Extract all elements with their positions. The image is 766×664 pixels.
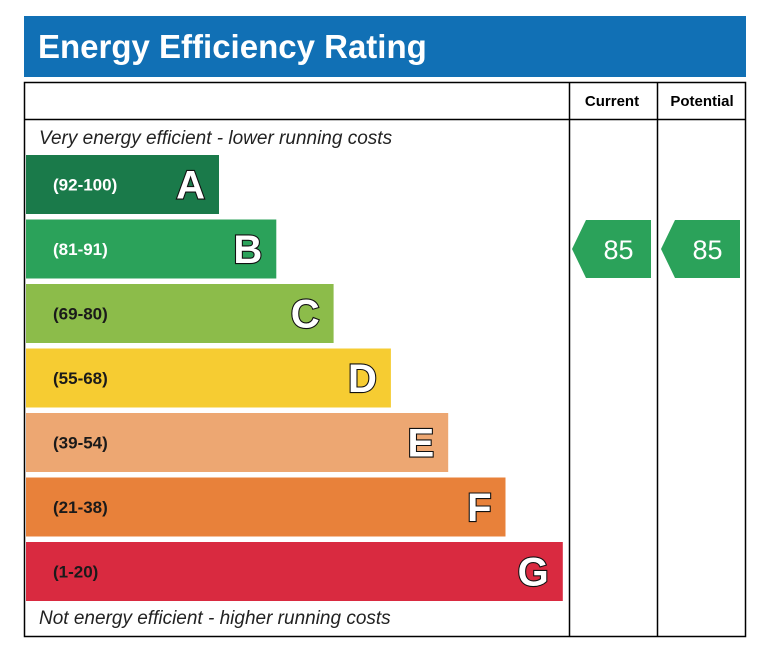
band-d: (55-68) D (26, 348, 391, 408)
band-g-range: (1-20) (53, 563, 98, 582)
chart-title: Energy Efficiency Rating (38, 28, 427, 65)
band-b-range: (81-91) (53, 240, 108, 259)
band-a: (92-100) A (26, 155, 219, 214)
band-e-range: (39-54) (53, 434, 108, 453)
band-e-letter: E (408, 422, 435, 466)
band-f: (21-38) F (26, 477, 506, 537)
current-rating-marker-value: 85 (603, 235, 633, 265)
band-f-range: (21-38) (53, 498, 108, 517)
band-a-letter: A (176, 164, 205, 208)
band-b-bar (26, 219, 277, 279)
potential-rating-marker-arrow (661, 220, 740, 278)
rating-markers: 85 85 (572, 220, 740, 278)
frame-border (23, 81, 747, 638)
title-banner (24, 16, 746, 77)
band-c-letter: C (291, 293, 320, 337)
band-d-letter: D (348, 357, 377, 401)
band-b: (81-91) B (26, 219, 277, 279)
top-note: Very energy efficient - lower running co… (39, 128, 393, 149)
band-e: (39-54) E (26, 413, 449, 472)
band-c-bar (26, 284, 334, 343)
band-f-letter: F (467, 486, 491, 530)
band-g-bar (26, 542, 563, 601)
band-c-range: (69-80) (53, 305, 108, 324)
potential-rating-marker-value: 85 (692, 235, 722, 265)
bottom-note: Not energy efficient - higher running co… (39, 608, 391, 629)
rating-bands: (92-100) A (81-91) B (69-80) C (55-68) D (39-54)… (26, 155, 563, 601)
chart-frame (23, 81, 747, 638)
band-b-letter: B (233, 228, 262, 272)
band-c: (69-80) C (26, 284, 334, 343)
band-f-bar (26, 477, 506, 537)
band-e-bar (26, 413, 449, 472)
band-g-letter: G (518, 551, 549, 595)
band-a-range: (92-100) (53, 176, 117, 195)
band-a-bar (26, 155, 219, 214)
current-column-header: Current (585, 93, 639, 110)
potential-column-header: Potential (670, 93, 733, 110)
band-g: (1-20) G (26, 542, 563, 601)
band-d-range: (55-68) (53, 369, 108, 388)
potential-rating-marker: 85 (661, 220, 740, 278)
band-d-bar (26, 348, 391, 408)
current-rating-marker-arrow (572, 220, 651, 278)
current-rating-marker: 85 (572, 220, 651, 278)
